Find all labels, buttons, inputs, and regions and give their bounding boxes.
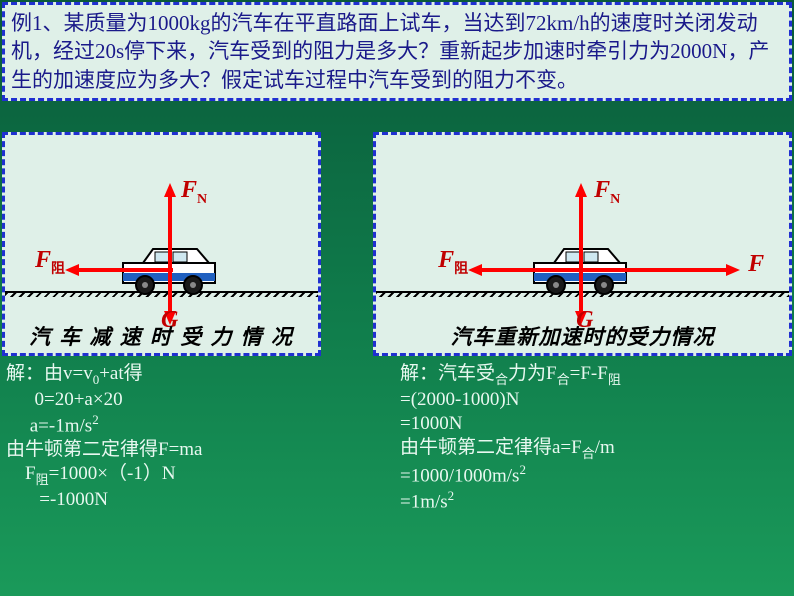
arrow-pull [580,261,740,279]
arrow-normal [161,183,179,271]
arrow-friction [468,261,584,279]
label-normal: FN [594,177,620,208]
diagram-caption: 汽车重新加速时的受力情况 [376,321,789,351]
label-normal: FN [181,177,207,208]
problem-statement: 例1、某质量为1000kg的汽车在平直路面上试车，当达到72km/h的速度时关闭… [2,2,792,101]
diagram-deceleration: FN F阻 G 汽 车 减 速 时 受 力 情 况 [2,132,321,356]
solution-right: 解：汽车受合力为F合=F-F阻 =(2000-1000)N =1000N 由牛顿… [400,362,621,514]
label-pull: F [748,251,764,278]
solution-left: 解：由v=v0+at得 0=20+a×20 a=-1m/s2 由牛顿第二定律得F… [6,362,203,511]
label-friction: F阻 [438,247,468,278]
diagram-acceleration: FN F阻 F G 汽车重新加速时的受力情况 [373,132,792,356]
problem-text: 例1、某质量为1000kg的汽车在平直路面上试车，当达到72km/h的速度时关闭… [11,11,769,92]
diagram-caption: 汽 车 减 速 时 受 力 情 况 [5,321,318,351]
arrow-friction [65,261,173,279]
arrow-normal [572,183,590,271]
diagram-row: FN F阻 G 汽 车 减 速 时 受 力 情 况 [2,132,792,360]
label-friction: F阻 [35,247,65,278]
